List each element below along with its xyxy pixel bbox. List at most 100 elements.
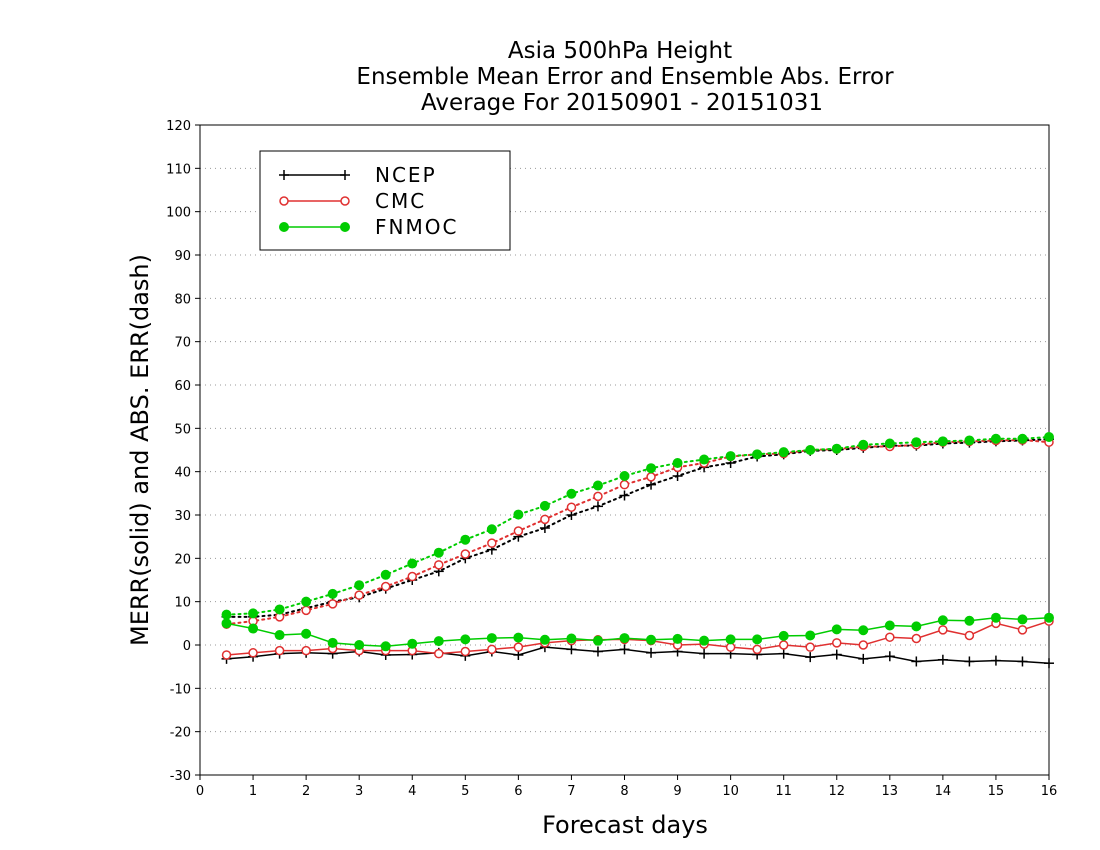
x-tick-label: 9 — [673, 784, 681, 799]
fnmoc-abs-err-point — [486, 524, 497, 535]
fnmoc-merr-point — [539, 634, 550, 645]
fnmoc-merr-point — [778, 630, 789, 641]
title-line-2: Ensemble Mean Error and Ensemble Abs. Er… — [356, 64, 894, 90]
ncep-merr-point — [778, 648, 789, 659]
ncep-merr-point — [937, 654, 948, 665]
fnmoc-abs-err-point — [539, 500, 550, 511]
fnmoc-merr-point — [327, 637, 338, 648]
fnmoc-merr-point — [248, 623, 259, 634]
cmc-abs-err-point — [460, 549, 471, 559]
series-fnmoc — [221, 432, 1054, 652]
x-axis-label: Forecast days — [542, 811, 708, 839]
fnmoc-abs-err-point — [858, 439, 869, 450]
fnmoc-merr-point — [646, 634, 657, 645]
fnmoc-abs-err-point — [407, 558, 418, 569]
legend-label: NCEP — [375, 163, 437, 187]
ncep-merr-point — [990, 655, 1001, 666]
x-tick-label: 15 — [988, 784, 1005, 799]
y-tick-label: 0 — [183, 639, 191, 654]
fnmoc-merr-point — [937, 615, 948, 626]
cmc-merr-point — [513, 642, 524, 652]
fnmoc-merr-point — [407, 638, 418, 649]
fnmoc-abs-err-point — [301, 596, 312, 607]
ncep-abs-err-line — [225, 438, 1050, 618]
legend-label: CMC — [375, 189, 426, 213]
fnmoc-merr-point — [566, 633, 577, 644]
fnmoc-abs-err-point — [460, 534, 471, 545]
fnmoc-merr-point — [274, 630, 285, 641]
ncep-merr-point — [911, 656, 922, 667]
ncep-merr-point — [699, 648, 710, 659]
fnmoc-merr-point — [301, 628, 312, 639]
fnmoc-merr-point — [592, 635, 603, 646]
fnmoc-abs-err-point — [1044, 432, 1054, 442]
x-tick-label: 10 — [722, 784, 739, 799]
fnmoc-merr-point — [911, 621, 922, 632]
y-tick-label: -20 — [170, 726, 191, 741]
legend-entry-ncep: NCEP — [279, 163, 437, 187]
plot-series — [221, 432, 1054, 669]
y-tick-label: -10 — [170, 682, 191, 697]
cmc-merr-point — [221, 650, 232, 660]
ncep-merr-point — [858, 653, 869, 664]
x-tick-label: 14 — [935, 784, 952, 799]
y-tick-label: 100 — [166, 206, 191, 221]
x-tick-label: 12 — [828, 784, 845, 799]
fnmoc-merr-point — [354, 640, 365, 650]
fnmoc-merr-point — [752, 634, 763, 645]
cmc-abs-err-point — [487, 538, 497, 548]
x-tick-label: 3 — [355, 784, 363, 799]
fnmoc-abs-err-point — [884, 438, 895, 449]
fnmoc-merr-point — [460, 634, 471, 645]
ncep-merr-point — [805, 652, 816, 663]
cmc-merr-point — [725, 642, 736, 652]
cmc-merr-line — [226, 620, 1050, 656]
y-tick-label: 50 — [174, 422, 191, 437]
y-tick-label: 40 — [174, 466, 191, 481]
ncep-abs-err-point — [539, 523, 550, 533]
y-tick-label: 120 — [166, 119, 191, 134]
series-cmc — [221, 435, 1054, 660]
legend-marker — [279, 170, 289, 180]
fnmoc-merr-point — [964, 615, 975, 626]
cmc-merr-point — [964, 630, 975, 641]
x-tick-label: 1 — [249, 784, 257, 799]
fnmoc-merr-line — [226, 616, 1050, 648]
ncep-abs-err-point — [672, 471, 683, 481]
legend-marker — [340, 196, 350, 206]
fnmoc-abs-err-point — [354, 580, 365, 591]
y-tick-label: 30 — [174, 509, 191, 524]
fnmoc-merr-point — [990, 612, 1001, 623]
fnmoc-abs-err-point — [990, 433, 1001, 444]
ncep-abs-err-point — [619, 490, 630, 501]
cmc-abs-err-point — [513, 526, 524, 536]
fnmoc-merr-point — [699, 635, 710, 646]
legend-marker — [279, 222, 289, 232]
cmc-abs-err-point — [327, 599, 338, 609]
cmc-merr-point — [778, 640, 789, 650]
fnmoc-merr-point — [725, 634, 736, 645]
fnmoc-abs-err-point — [725, 451, 736, 462]
cmc-abs-err-point — [301, 605, 311, 616]
legend-marker — [340, 170, 350, 180]
cmc-abs-err-point — [566, 502, 577, 512]
legend-marker — [340, 222, 350, 232]
ncep-merr-point — [646, 647, 657, 658]
cmc-abs-err-point — [380, 581, 391, 592]
ncep-merr-point — [884, 651, 895, 662]
ncep-abs-err-point — [592, 501, 603, 512]
fnmoc-abs-err-point — [592, 480, 603, 491]
fnmoc-merr-point — [619, 633, 630, 644]
legend-entry-fnmoc: FNMOC — [279, 215, 456, 239]
cmc-abs-err-point — [354, 590, 364, 600]
y-tick-label: 10 — [174, 596, 191, 611]
cmc-merr-point — [752, 644, 762, 655]
cmc-merr-point — [911, 633, 922, 644]
fnmoc-merr-point — [831, 624, 842, 635]
cmc-merr-point — [1017, 625, 1028, 635]
fnmoc-merr-point — [884, 620, 895, 631]
y-tick-label: -30 — [170, 769, 191, 784]
